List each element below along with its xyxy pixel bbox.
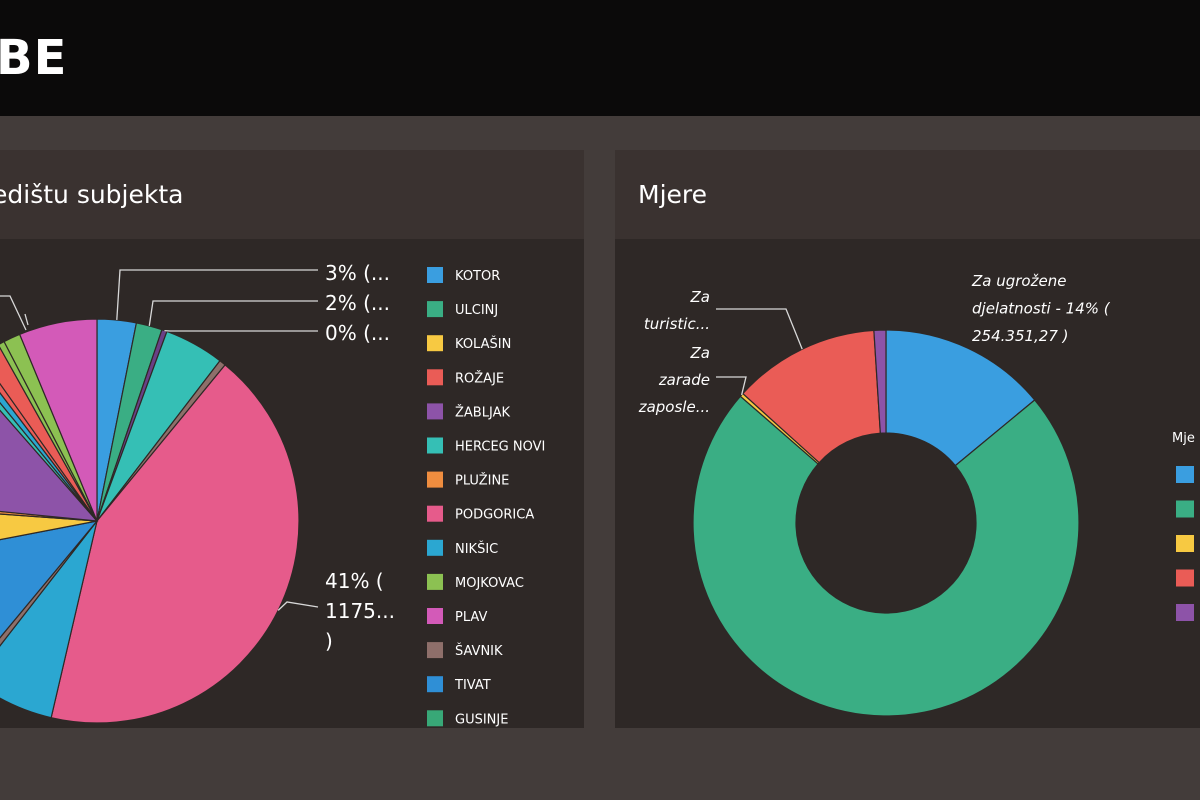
pie-legend-label: ULCINJ [455,303,498,318]
panel-left-header [0,150,584,239]
pie-legend-swatch [427,642,443,659]
pie-legend-swatch [427,267,443,283]
pie-legend-label: ŠAVNIK [455,643,503,659]
donut-chart: Za ugrožene djelatnosti - 14% ( 254.351,27… [638,272,1111,717]
pie-slice [50,364,300,724]
pie-legend-label: NIKŠIC [455,541,498,557]
dashboard-title: BE [0,30,68,86]
donut-legend-swatch [1176,466,1194,483]
pie-legend: KOTOR ULCINJ KOLAŠIN ROŽAJE ŽABLJAK HERCEG NO… [427,267,545,727]
pie-slice [0,520,98,719]
pie-legend-swatch [427,301,443,318]
pie-legend-swatch [427,471,443,488]
donut-data-label: Za ugrožene [971,272,1066,290]
panel-right-header [615,150,1200,239]
donut-legend-swatch [1176,535,1194,552]
pie-leader-line [277,601,319,611]
pie-slice [0,513,98,541]
pie-legend-label: GUSINJE [455,712,508,727]
donut-data-label: turistic... [644,315,710,333]
donut-leader-line [716,308,803,350]
donut-legend-swatch [1176,500,1194,518]
pie-legend-label: KOLAŠIN [455,336,511,352]
pie-legend-label: ŽABLJAK [455,404,510,420]
pie-data-label: 41% (1175...) [325,569,395,653]
pie-legend-swatch [427,437,443,454]
donut-legend-swatch [1176,569,1194,587]
pie-legend-swatch [427,710,443,727]
donut-data-label: zaposle... [638,398,710,416]
donut-data-label: Za [690,344,710,362]
donut-data-label: zarade [658,371,710,389]
pie-legend-label: TIVAT [454,678,491,693]
pie-legend-swatch [427,573,443,590]
pie-legend-swatch [427,676,443,693]
pie-leader-line [24,313,29,326]
donut-data-label: Za [690,288,710,306]
pie-data-label: 2% (... [325,291,390,315]
pie-legend-swatch [427,335,443,352]
pie-leader-line [148,300,318,326]
pie-legend-swatch [427,403,443,420]
donut-legend: Mje [1172,431,1195,621]
pie-legend-swatch [427,369,443,386]
pie-legend-swatch [427,505,443,522]
pie-legend-label: MOJKOVAC [455,576,524,591]
pie-slice [18,318,98,522]
pie-chart: 3% (... 2% (... 0% (... 41% (1175...) [0,261,395,724]
pie-legend-label: PLUŽINE [455,473,509,489]
pie-legend-label: HERCEG NOVI [455,440,545,455]
pie-slice [0,409,99,522]
donut-segment [873,329,887,434]
donut-segment [692,395,1080,717]
pie-legend-label: ROŽAJE [455,370,504,386]
pie-legend-swatch [427,608,443,624]
pie-data-label: 3% (... [325,261,390,285]
donut-legend-swatch [1176,604,1194,621]
pie-legend-label: KOTOR [455,269,500,284]
pie-leader-line [0,295,27,331]
pie-legend-swatch [427,539,443,556]
pie-legend-label: PLAV [455,610,487,625]
pie-slice [0,520,98,647]
pie-leader-line [116,269,318,321]
panel-left-title: edištu subjekta [0,180,184,209]
pie-legend-label: PODGORICA [455,508,534,523]
donut-data-label: djelatnosti - 14% ( [972,300,1111,318]
donut-legend-title: Mje [1172,431,1195,446]
pie-slice [0,520,99,639]
panel-right-title: Mjere [638,180,708,209]
pie-data-label: 0% (... [325,321,390,345]
donut-leader-line [716,376,747,396]
donut-data-label: 254.351,27 ) [972,327,1069,345]
top-bar: BE [0,0,1200,116]
